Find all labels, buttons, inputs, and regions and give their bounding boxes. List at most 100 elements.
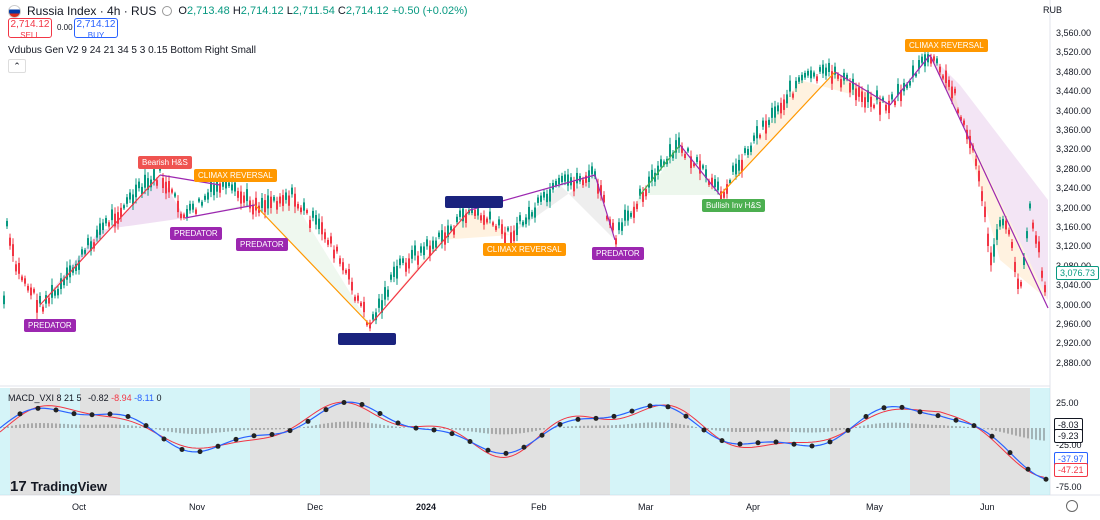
candle-body bbox=[750, 145, 752, 152]
candle-body bbox=[1038, 241, 1040, 253]
candle-body bbox=[237, 191, 239, 198]
candle-body bbox=[414, 245, 416, 256]
macd-zone bbox=[260, 388, 270, 495]
macd-pivot-dot bbox=[737, 441, 743, 447]
macd-zone bbox=[310, 388, 320, 495]
macd-pivot-dot bbox=[593, 415, 599, 421]
candle-body bbox=[600, 185, 602, 196]
macd-pivot-dot bbox=[233, 436, 239, 442]
candle-body bbox=[675, 140, 677, 153]
pattern-label-navy bbox=[445, 196, 503, 208]
macd-zone bbox=[300, 388, 310, 495]
candle-body bbox=[630, 213, 632, 217]
macd-zone bbox=[870, 388, 880, 495]
candle-body bbox=[447, 225, 449, 238]
candle-body bbox=[780, 102, 782, 114]
macd-legend[interactable]: MACD_VXI 8 21 5 -0.82 -8.94 -8.11 0 bbox=[8, 393, 162, 403]
time-tick: Mar bbox=[638, 502, 654, 512]
indicator-legend[interactable]: Vdubus Gen V2 9 24 21 34 5 3 0.15 Bottom… bbox=[8, 45, 256, 56]
candle-body bbox=[699, 160, 701, 174]
candle-body bbox=[21, 276, 23, 281]
macd-pivot-dot bbox=[485, 447, 491, 453]
candle-body bbox=[813, 72, 815, 77]
pattern-line bbox=[834, 71, 891, 106]
candle-body bbox=[165, 181, 167, 194]
candle-body bbox=[891, 94, 893, 100]
pattern-label-purple: PREDATOR bbox=[592, 247, 644, 260]
candle-body bbox=[840, 79, 842, 88]
candle-body bbox=[33, 289, 35, 293]
candle-body bbox=[1011, 241, 1013, 248]
price-tick: 2,960.00 bbox=[1056, 319, 1092, 329]
macd-zone bbox=[220, 388, 230, 495]
candle-body bbox=[252, 204, 254, 215]
macd-zone bbox=[520, 388, 530, 495]
tradingview-logo[interactable]: 17 TradingView bbox=[10, 478, 108, 495]
candle-body bbox=[9, 237, 11, 246]
candle-body bbox=[201, 201, 203, 206]
candle-body bbox=[375, 312, 377, 321]
macd-zone bbox=[420, 388, 430, 495]
candle-body bbox=[561, 175, 563, 183]
gear-icon[interactable] bbox=[1066, 500, 1078, 512]
candle-body bbox=[357, 295, 359, 301]
candle-body bbox=[636, 203, 638, 210]
price-tick: 3,360.00 bbox=[1056, 125, 1092, 135]
macd-pivot-dot bbox=[845, 427, 851, 433]
macd-pivot-dot bbox=[971, 423, 977, 429]
candle-body bbox=[939, 66, 941, 73]
candle-body bbox=[453, 228, 455, 235]
candle-body bbox=[222, 180, 224, 187]
macd-pivot-dot bbox=[881, 405, 887, 411]
candle-body bbox=[519, 215, 521, 222]
symbol-title[interactable]: Russia Index · 4h · RUS bbox=[27, 4, 157, 18]
candle-body bbox=[384, 287, 386, 300]
candle-body bbox=[1002, 218, 1004, 226]
ohlc-readout: O2,713.48 H2,714.12 L2,711.54 C2,714.12 … bbox=[178, 5, 468, 17]
candle-body bbox=[714, 179, 716, 188]
macd-zone bbox=[760, 388, 770, 495]
macd-zone bbox=[90, 388, 100, 495]
candle-body bbox=[267, 195, 269, 209]
candle-body bbox=[531, 212, 533, 217]
candle-body bbox=[954, 88, 956, 94]
macd-pivot-dot bbox=[431, 427, 437, 433]
candle-body bbox=[504, 232, 506, 245]
macd-zone bbox=[140, 388, 150, 495]
candle-body bbox=[882, 97, 884, 102]
candle-body bbox=[345, 269, 347, 274]
candle-body bbox=[402, 258, 404, 263]
macd-zone bbox=[740, 388, 750, 495]
candle-body bbox=[36, 299, 38, 313]
collapse-legend-button[interactable]: ⌃ bbox=[8, 59, 26, 73]
macd-tick: 25.00 bbox=[1056, 398, 1079, 408]
harmonic-pattern-fill bbox=[510, 175, 615, 240]
sell-button[interactable]: 2,714.12 SELL bbox=[8, 18, 52, 40]
price-tick: 3,560.00 bbox=[1056, 28, 1092, 38]
symbol-circle-icon bbox=[162, 6, 173, 16]
pattern-label-purple: PREDATOR bbox=[24, 319, 76, 332]
pattern-label-purple: PREDATOR bbox=[170, 227, 222, 240]
candle-body bbox=[363, 301, 365, 313]
tv-logo-icon: 17 bbox=[10, 478, 27, 495]
buy-button[interactable]: 2,714.12 BUY bbox=[74, 18, 118, 40]
candle-body bbox=[438, 232, 440, 238]
candle-body bbox=[861, 91, 863, 102]
candle-body bbox=[426, 239, 428, 247]
macd-zone bbox=[450, 388, 460, 495]
macd-zone bbox=[860, 388, 870, 495]
candle-body bbox=[960, 116, 962, 121]
candle-body bbox=[777, 105, 779, 112]
candle-body bbox=[873, 104, 875, 108]
currency-label[interactable]: RUB bbox=[1042, 5, 1062, 15]
macd-zone bbox=[780, 388, 790, 495]
candle-body bbox=[27, 285, 29, 291]
pattern-line bbox=[679, 144, 721, 196]
macd-pivot-dot bbox=[701, 427, 707, 433]
candle-body bbox=[3, 295, 5, 305]
macd-pivot-dot bbox=[395, 420, 401, 426]
macd-pivot-dot bbox=[809, 443, 815, 449]
candle-body bbox=[330, 236, 332, 244]
candle-body bbox=[774, 106, 776, 118]
